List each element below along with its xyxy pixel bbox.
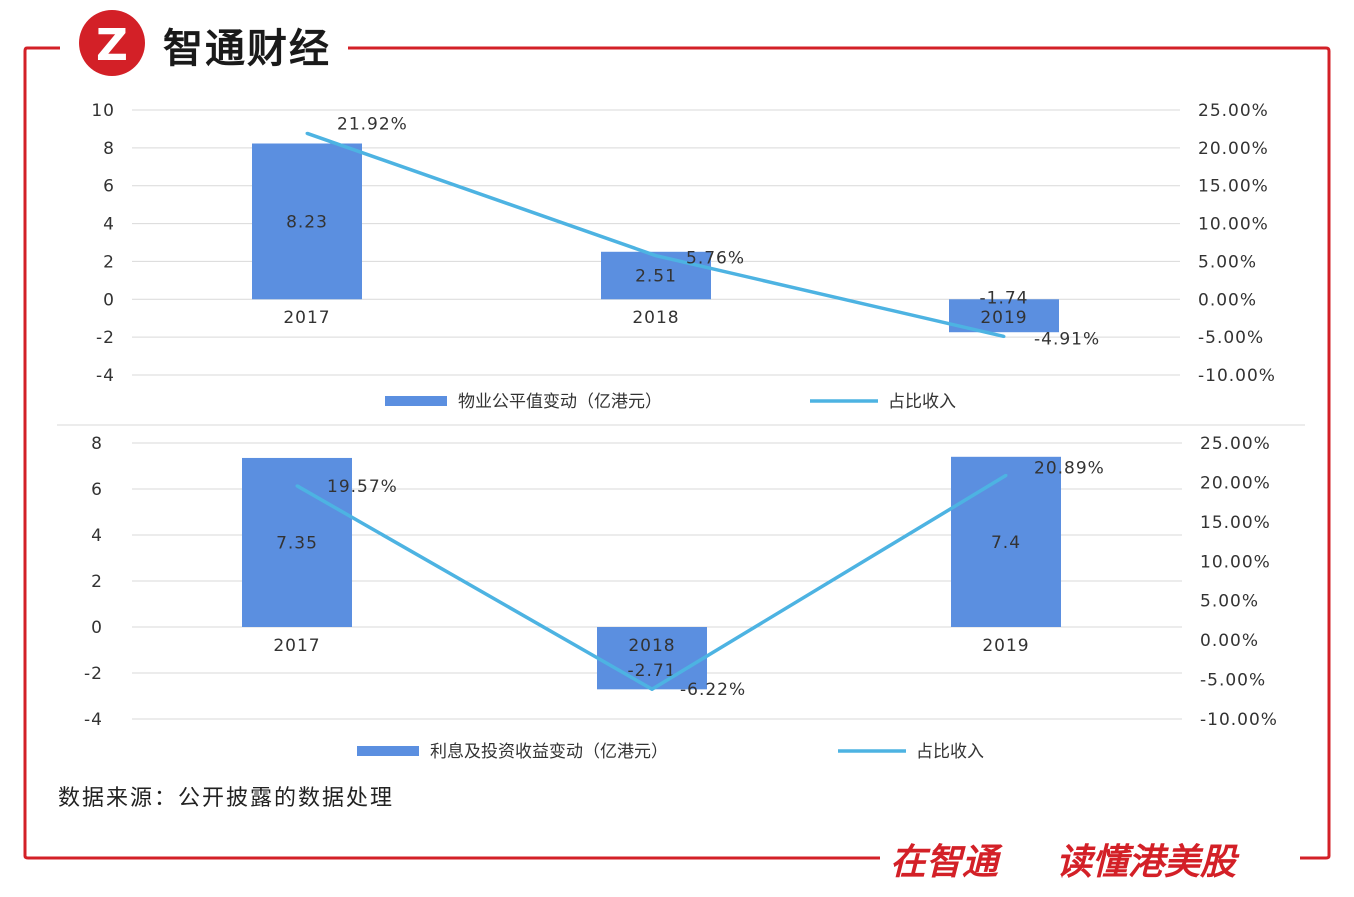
source-note: 数据来源：公开披露的数据处理	[58, 786, 395, 811]
left-axis-tick-label: 8	[91, 434, 103, 454]
bar-value-label: 7.35	[276, 533, 318, 553]
bar-value-label: -1.74	[980, 288, 1029, 308]
category-label: 2017	[283, 308, 330, 328]
right-axis-tick-label: -10.00%	[1198, 366, 1276, 386]
right-axis-tick-label: 0.00%	[1198, 290, 1257, 310]
right-axis-tick-label: 15.00%	[1198, 177, 1269, 197]
bar-2018	[601, 251, 711, 300]
right-axis-tick-label: 5.00%	[1198, 252, 1257, 272]
line-value-label: -6.22%	[680, 680, 746, 700]
line-point	[1004, 473, 1008, 477]
legend-bar-swatch	[357, 746, 419, 756]
left-axis-tick-label: -4	[84, 710, 103, 730]
left-axis-tick-label: 4	[91, 526, 103, 546]
left-axis-tick-label: 2	[91, 572, 103, 592]
legend-bar-swatch	[385, 396, 447, 406]
left-axis-tick-label: -2	[84, 664, 103, 684]
bar-2019	[951, 456, 1061, 627]
line-value-label: 19.57%	[327, 477, 398, 497]
right-axis-tick-label: 15.00%	[1200, 513, 1271, 533]
logo-circle-icon	[79, 10, 145, 76]
right-axis-tick-label: 10.00%	[1200, 552, 1271, 572]
line-point	[1002, 334, 1006, 338]
logo-glyph: Z	[96, 20, 128, 71]
bar-value-label: 8.23	[286, 212, 328, 232]
legend-line-label: 占比收入	[888, 392, 956, 412]
category-label: 2018	[628, 636, 675, 656]
line-value-label: -4.91%	[1034, 329, 1100, 349]
bar-value-label: 7.4	[991, 533, 1021, 553]
left-axis-tick-label: 4	[103, 215, 115, 235]
left-axis-tick-label: 0	[91, 618, 103, 638]
bar-value-label: -2.71	[628, 661, 677, 681]
left-axis-tick-label: -4	[96, 366, 115, 386]
legend-line-label: 占比收入	[916, 742, 984, 762]
category-label: 2019	[982, 636, 1029, 656]
chart-property-fair-value: 10 8 6 4 2 0 -2 -4 25.00% 20.00% 15.00% 10.00% 5.00%…	[91, 101, 1276, 412]
left-axis-tick-label: 6	[103, 177, 115, 197]
right-axis-tick-label: 5.00%	[1200, 592, 1259, 612]
line-point	[650, 687, 654, 691]
legend-bar-label: 物业公平值变动（亿港元）	[458, 392, 662, 412]
chart-interest-investment: 8 6 4 2 0 -2 -4 25.00% 20.00% 15.00% 10.00% 5.00% 0.…	[84, 434, 1278, 762]
category-label: 2019	[980, 308, 1027, 328]
line-series-revenue-share	[306, 131, 1005, 339]
legend-bar-label: 利息及投资收益变动（亿港元）	[430, 742, 668, 762]
line-value-label: 21.92%	[337, 114, 408, 134]
right-axis-tick-label: 10.00%	[1198, 215, 1269, 235]
category-label: 2017	[273, 636, 320, 656]
line-value-label: 20.89%	[1034, 458, 1105, 478]
right-axis-tick-label: 0.00%	[1200, 631, 1259, 651]
line-point	[654, 254, 658, 258]
left-axis-tick-label: -2	[96, 328, 115, 348]
right-axis-tick-label: 20.00%	[1200, 473, 1271, 493]
frame-border-right	[348, 46, 1331, 860]
category-label: 2018	[632, 308, 679, 328]
left-axis-tick-label: 10	[91, 101, 115, 121]
line-point	[295, 484, 299, 488]
frame-border	[23, 46, 880, 860]
bar-value-label: 2.51	[635, 267, 677, 287]
left-axis-tick-label: 6	[91, 480, 103, 500]
left-axis-tick-label: 8	[103, 139, 115, 159]
brand-name: 智通财经	[163, 26, 331, 72]
footer-slogan-b: 读懂港美股	[1056, 842, 1240, 883]
left-axis-tick-label: 0	[103, 290, 115, 310]
left-axis-tick-label: 2	[103, 252, 115, 272]
right-axis-tick-label: -5.00%	[1198, 328, 1264, 348]
bar-2017	[252, 143, 362, 300]
right-axis-tick-label: -5.00%	[1200, 671, 1266, 691]
footer-slogan-a: 在智通	[890, 842, 1003, 883]
right-axis-tick-label: -10.00%	[1200, 710, 1278, 730]
line-value-label: 5.76%	[686, 249, 745, 269]
brand-logo: Z	[79, 10, 145, 76]
bar-2018	[597, 627, 707, 690]
right-axis-tick-label: 25.00%	[1198, 101, 1269, 121]
line-point	[305, 131, 309, 135]
right-axis-tick-label: 25.00%	[1200, 434, 1271, 454]
right-axis-tick-label: 20.00%	[1198, 139, 1269, 159]
